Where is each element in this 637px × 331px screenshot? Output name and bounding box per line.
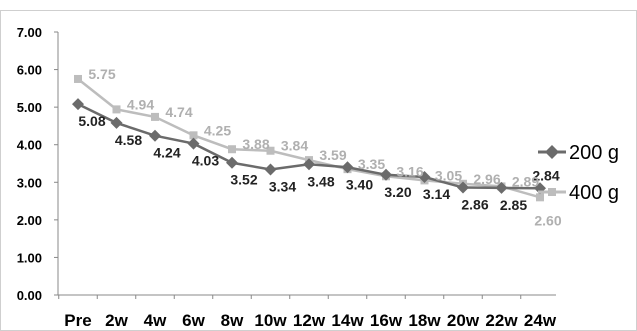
x-tick-label: 6w: [182, 311, 205, 330]
data-labels: 5.08 4.58 4.24 4.03 3.52 3.34 3.48 3.40 3.20 3.14…: [78, 66, 561, 228]
y-axis: 0.00 1.00 2.00 3.00 4.00 5.00 6.00 7.00: [17, 25, 59, 303]
legend-label: 400 g: [569, 182, 619, 204]
y-tick-label: 3.00: [17, 175, 42, 190]
data-label-400g: 4.94: [127, 96, 154, 112]
legend: 200 g 400 g: [538, 142, 619, 204]
legend-marker-square: [548, 188, 556, 196]
data-label-400g: 3.35: [358, 156, 385, 172]
data-point-square: [228, 145, 236, 154]
data-label-400g: 4.74: [165, 104, 192, 120]
data-label-400g: 3.16: [396, 163, 423, 179]
data-point-diamond: [187, 137, 200, 150]
data-label-200g: 3.20: [384, 184, 411, 200]
data-point-square: [151, 112, 159, 121]
x-tick-label: 8w: [221, 311, 244, 330]
data-label-400g: 3.05: [435, 167, 462, 183]
data-point-diamond: [341, 161, 354, 174]
data-label-200g: 5.08: [78, 113, 105, 129]
data-label-200g: 3.48: [307, 173, 334, 189]
x-tick-label: 2w: [105, 311, 128, 330]
data-label-200g: 2.85: [500, 197, 527, 213]
data-label-400g: 4.25: [204, 122, 231, 138]
y-tick-label: 0.00: [17, 288, 42, 303]
data-label-400g: 2.60: [534, 212, 561, 228]
x-tick-label: 24w: [524, 311, 557, 330]
legend-label: 200 g: [569, 142, 619, 164]
data-label-200g: 2.86: [461, 197, 488, 213]
y-tick-label: 5.00: [17, 100, 42, 115]
data-point-square: [266, 146, 275, 155]
x-tick-label: 22w: [485, 311, 518, 330]
data-point-square: [536, 193, 544, 202]
data-label-400g: 2.96: [473, 171, 500, 187]
data-point-square: [112, 105, 121, 114]
data-point-square: [189, 131, 198, 140]
y-tick-label: 4.00: [17, 138, 42, 153]
x-tick-label: 14w: [331, 311, 364, 330]
data-label-400g: 2.89: [512, 173, 539, 189]
data-point-diamond: [226, 156, 238, 169]
x-tick-label: 18w: [408, 311, 441, 330]
data-label-400g: 3.84: [281, 138, 308, 154]
data-label-400g: 5.75: [88, 66, 115, 82]
x-tick-label: 12w: [293, 311, 326, 330]
series-layer: [72, 74, 546, 202]
y-tick-label: 6.00: [17, 63, 42, 78]
data-point-diamond: [110, 116, 123, 129]
x-tick-label: Pre: [64, 311, 91, 330]
data-point-diamond: [264, 163, 277, 176]
data-label-200g: 3.34: [269, 179, 296, 195]
x-tick-label: 20w: [447, 311, 480, 330]
data-label-200g: 3.14: [423, 186, 450, 202]
data-label-400g: 3.88: [242, 136, 269, 152]
y-tick-label: 2.00: [17, 213, 42, 228]
legend-marker-diamond: [545, 145, 559, 159]
data-point-diamond: [495, 181, 508, 194]
data-label-200g: 2.84: [532, 167, 559, 183]
x-tick-label: 4w: [144, 311, 167, 330]
x-tick-label: 10w: [254, 311, 287, 330]
data-point-diamond: [303, 158, 315, 171]
data-label-200g: 4.58: [115, 132, 142, 148]
data-point-diamond: [380, 168, 392, 181]
data-point-diamond: [457, 181, 469, 194]
data-label-200g: 3.52: [230, 172, 257, 188]
data-label-200g: 3.40: [346, 176, 373, 192]
x-axis: Pre 2w 4w 6w 8w 10w 12w 14w 16w 18w 20w 22w 24w: [58, 294, 557, 330]
x-tick-label: 16w: [370, 311, 403, 330]
data-point-diamond: [72, 98, 84, 111]
data-point-diamond: [418, 171, 431, 184]
data-label-200g: 4.24: [153, 145, 180, 161]
data-label-200g: 4.03: [192, 153, 219, 169]
data-label-400g: 3.59: [319, 147, 346, 163]
data-point-square: [74, 74, 82, 83]
data-point-diamond: [149, 129, 161, 142]
y-tick-label: 7.00: [17, 25, 42, 40]
y-tick-label: 1.00: [17, 250, 42, 265]
